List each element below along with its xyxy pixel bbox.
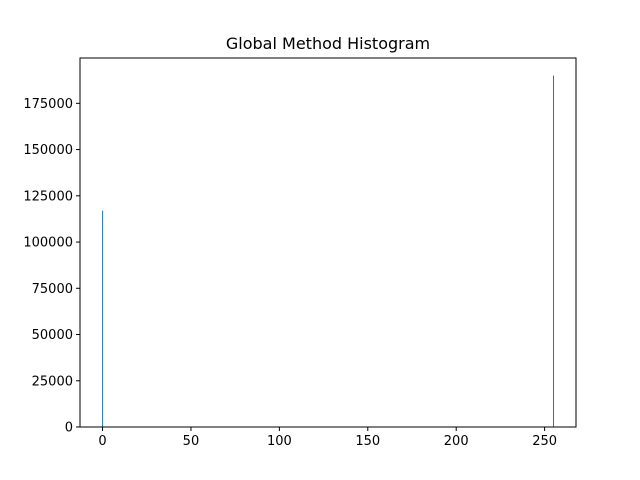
y-tick-label: 75000 [32, 282, 73, 297]
histogram-bar [102, 210, 104, 427]
y-tick-label: 0 [65, 421, 73, 436]
y-tick-label: 150000 [23, 143, 73, 158]
histogram-bar [553, 75, 555, 428]
y-tick-label: 25000 [32, 374, 73, 389]
x-tick-label: 50 [183, 434, 200, 449]
x-tick-label: 100 [267, 434, 292, 449]
x-tick-label: 200 [444, 434, 469, 449]
x-tick-label: 150 [355, 434, 380, 449]
y-tick-label: 100000 [23, 236, 73, 251]
y-tick-label: 175000 [23, 97, 73, 112]
y-tick-label: 125000 [23, 189, 73, 204]
x-tick-label: 250 [532, 434, 557, 449]
y-tick-label: 50000 [32, 328, 73, 343]
axes-frame [79, 57, 577, 428]
axes-layer: 0 50 100 150 200 250 0 25000 50000 75000 100000 125… [23, 57, 577, 449]
x-tick-label: 0 [98, 434, 106, 449]
chart-title: Global Method Histogram [226, 34, 430, 53]
bars-layer [102, 75, 555, 428]
